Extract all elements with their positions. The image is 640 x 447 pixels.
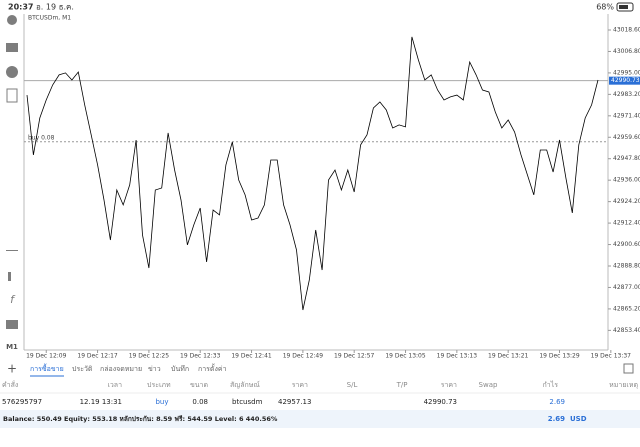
crosshair-icon[interactable] [6,250,18,251]
column-header: กำไร [543,380,559,389]
column-header: สัญลักษณ์ [230,381,260,389]
toolbar: f [6,15,18,329]
y-tick-label: 42865.20 [613,305,640,312]
chart-title: BTCUSDm, M1 [28,15,71,22]
chat-icon[interactable] [6,66,18,78]
status-battery: 68% [596,3,614,12]
cell: 12.19 13:31 [80,398,122,406]
trade-icon[interactable] [6,43,18,52]
x-tick-label: 19 Dec 12:17 [77,353,118,360]
footer-bar [0,410,640,428]
column-header: S/L [347,381,358,389]
currency: USD [570,415,587,423]
y-tick-label: 42888.80 [613,263,640,270]
cell: 42957.13 [278,398,311,406]
y-tick-label: 42959.60 [613,134,640,141]
y-tick-label: 42983.20 [613,91,640,98]
y-tick-label: 43006.80 [613,48,640,55]
x-tick-label: 19 Dec 12:41 [231,353,272,360]
x-tick-label: 19 Dec 13:13 [437,353,478,360]
buy-label: buy 0.08 [28,134,55,141]
tab[interactable]: การซื้อขาย [30,362,64,373]
cell: 0.08 [192,398,208,406]
timeframe[interactable]: M1 [6,343,18,351]
column-header: หมายเหตุ [609,381,638,389]
function-icon[interactable]: f [10,293,16,306]
x-tick-label: 19 Dec 13:37 [591,353,632,360]
y-tick-label: 42912.40 [613,220,640,227]
tab[interactable]: ข่าว [148,365,161,373]
battery-icon [616,2,634,12]
price-line-series [26,36,599,311]
x-tick-label: 19 Dec 13:05 [385,353,426,360]
y-tick-label: 42947.80 [613,155,640,162]
y-tick-label: 42924.20 [613,198,640,205]
column-header: คำสั่ง [2,380,18,389]
y-tick-label: 42971.40 [613,112,640,119]
column-header: เวลา [107,381,122,389]
tab[interactable]: บันทึก [171,364,189,373]
x-tick-label: 19 Dec 12:09 [26,353,67,360]
column-header: ราคา [292,381,308,389]
status-time: 20:37 [8,3,33,12]
account-summary: Balance: 550.49 Equity: 553.18 หลักประกั… [3,415,278,423]
price-tag [609,76,640,85]
total-profit: 2.69 [548,415,565,423]
cell: 2.69 [549,398,565,406]
x-tick-label: 19 Dec 12:49 [283,353,324,360]
indicators-icon[interactable] [8,272,11,281]
x-tick-label: 19 Dec 12:25 [129,353,170,360]
tab[interactable]: กล่องจดหมาย [100,365,142,373]
y-tick-label: 42877.00 [613,284,640,291]
column-header: Swap [479,381,498,389]
add-button[interactable]: + [7,362,17,376]
y-tick-label: 43018.60 [613,27,640,34]
cell: buy [155,398,168,406]
y-tick-label: 42995.00 [613,69,640,76]
account-icon[interactable] [7,15,17,25]
column-header: T/P [396,381,408,389]
x-tick-label: 19 Dec 13:29 [539,353,580,360]
y-tick-label: 42853.40 [613,327,640,334]
cell: btcusdm [232,398,263,406]
status-date: อ. 19 ธ.ค. [36,3,74,12]
cell: 576295797 [2,398,42,406]
price-tag-label: 42990.73 [611,77,640,84]
y-tick-label: 42900.60 [613,241,640,248]
tab[interactable]: การตั้งค่า [198,362,227,373]
cell: 42990.73 [424,398,457,406]
tab[interactable]: ประวัติ [72,365,93,373]
column-header: ประเภท [147,381,171,389]
new-order-icon[interactable] [6,88,18,103]
x-tick-label: 19 Dec 12:33 [180,353,221,360]
objects-icon[interactable] [6,320,18,329]
battery-level [619,5,628,9]
x-tick-label: 19 Dec 12:57 [334,353,375,360]
panel-icon[interactable] [623,363,634,374]
column-header: ขนาด [190,381,208,389]
x-tick-label: 19 Dec 13:21 [488,353,529,360]
column-header: ราคา [441,381,457,389]
y-tick-label: 42936.00 [613,177,640,184]
